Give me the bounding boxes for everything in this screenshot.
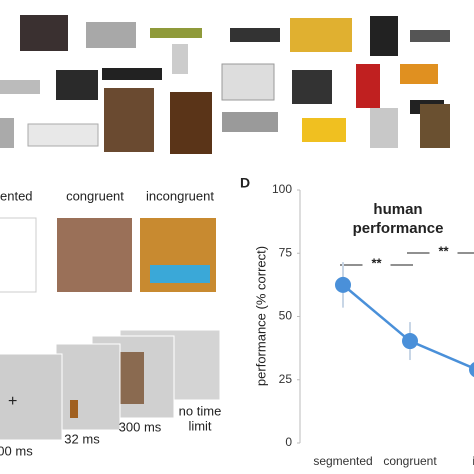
condition-label: incongruent: [146, 188, 214, 203]
point: [469, 362, 474, 378]
segmented-image: [0, 217, 37, 293]
point: [335, 276, 351, 293]
x-tick-label: in: [472, 454, 474, 468]
response-text: limit: [188, 418, 211, 433]
duration: 32 ms: [64, 431, 100, 446]
fixation-cross: +: [8, 393, 17, 410]
condition-label: ented: [0, 188, 33, 203]
congruent-image: [57, 218, 132, 292]
sig-annotation: **: [371, 255, 382, 270]
response-text: no time: [179, 403, 222, 418]
stimulus-frame: [55, 343, 121, 431]
y-tick-label: 25: [279, 372, 293, 386]
y-tick-label: 50: [279, 309, 293, 323]
x-tick-label: segmented: [313, 454, 372, 468]
duration: 00 ms: [0, 443, 33, 458]
sig-annotation: **: [438, 243, 449, 258]
y-tick-label: 0: [285, 435, 292, 449]
y-tick-label: 75: [279, 245, 293, 259]
chart-title: human: [373, 201, 422, 218]
y-tick-label: 100: [272, 182, 292, 196]
fixation-frame: [0, 353, 63, 441]
pool: [150, 265, 210, 283]
chart-title: performance: [353, 220, 444, 237]
x-tick-label: congruent: [383, 454, 437, 468]
y-axis-label: performance (% correct): [253, 246, 268, 386]
line: [342, 283, 474, 370]
duration: 300 ms: [119, 419, 162, 434]
guitar: [70, 400, 78, 418]
condition-label: congruent: [66, 188, 124, 203]
panel-label: D: [240, 175, 250, 191]
chart: D human performance performance (% corre…: [240, 175, 443, 386]
object-images: [0, 15, 450, 154]
point: [402, 333, 418, 350]
mask: [116, 352, 144, 404]
